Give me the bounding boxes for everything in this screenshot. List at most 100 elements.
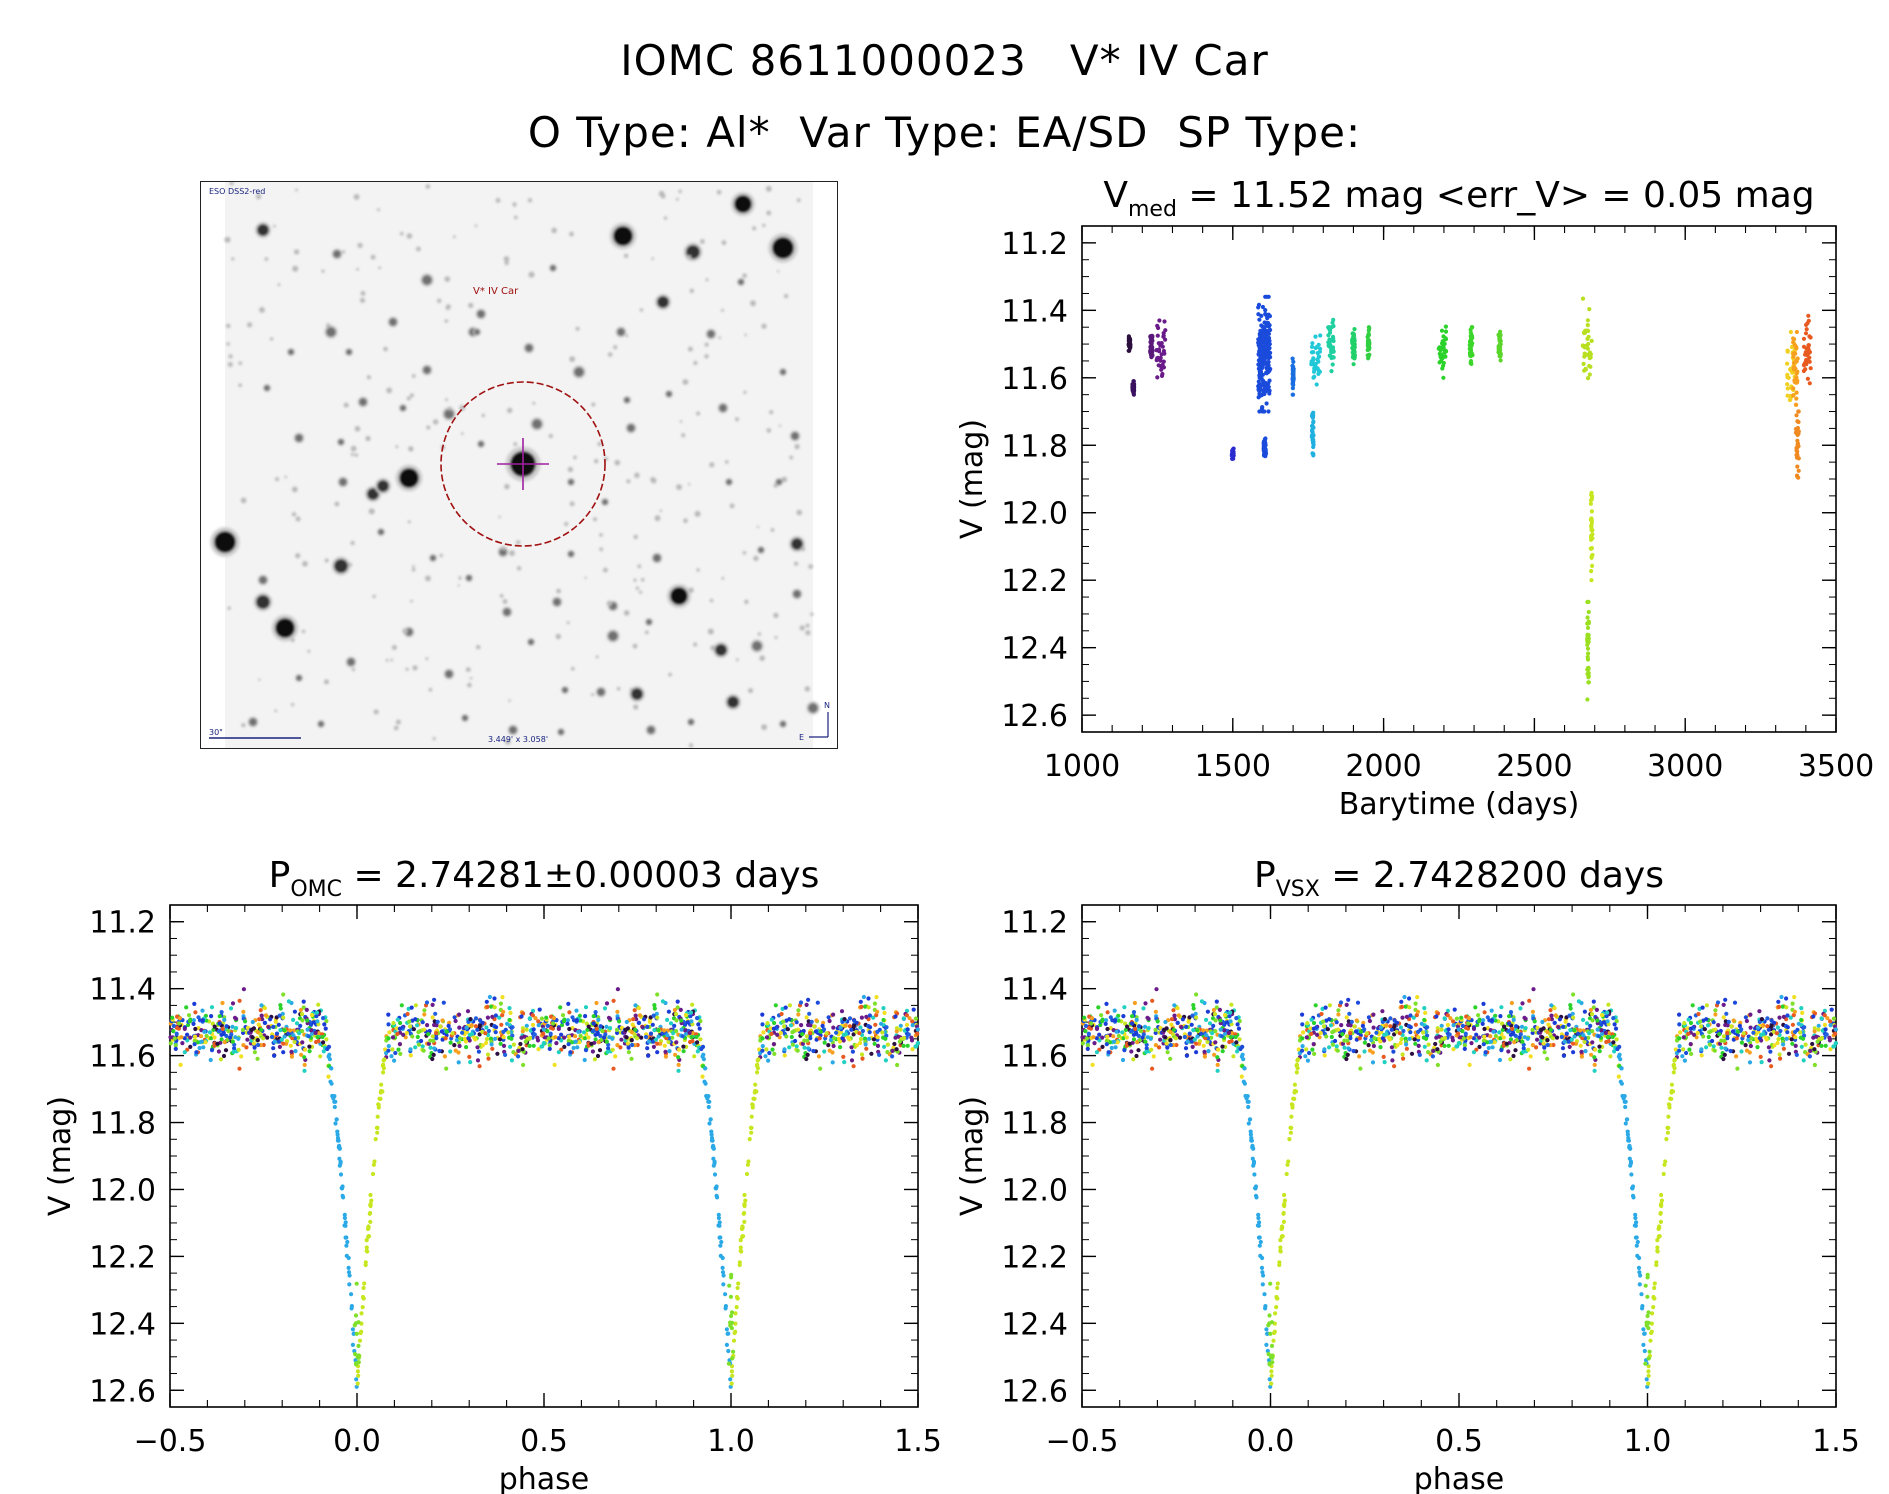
phase-point [343,1220,348,1225]
phase-point [195,1050,201,1055]
phase-point [1790,1041,1795,1046]
phase-point [1333,1018,1338,1023]
phase-point [1607,1031,1612,1036]
phase-point [1361,1020,1366,1025]
phase-point [389,1054,394,1059]
phase-point [615,987,621,992]
phase-point [1457,1035,1462,1040]
phase-point [740,1234,745,1239]
phase-point [815,1028,820,1033]
lightcurve-point [1792,337,1797,342]
phase-point [1191,1003,1196,1008]
phase-point [1723,1019,1728,1024]
phase-point [489,1042,494,1047]
phase-point [1521,1046,1526,1051]
phase-point [599,1037,604,1042]
phase-point [1606,1030,1611,1035]
phase-point [1691,1025,1696,1030]
phase-point [1474,1047,1479,1052]
phase-point [1672,1066,1677,1071]
phase-point [672,1007,678,1013]
lightcurve-point [1586,341,1591,347]
phase-point [400,1025,405,1030]
phase-point [1269,1355,1274,1360]
phase-point [1578,1043,1583,1048]
lightcurve-point [1132,388,1137,393]
phase-point [447,1020,452,1025]
phase-point [1706,1018,1711,1023]
lightcurve-point [1366,347,1372,352]
phase-point [1188,1039,1193,1044]
phase-point [692,1008,698,1013]
phase-point [303,1047,308,1052]
lightcurve-point [1149,351,1154,356]
phase-point [1506,1019,1511,1025]
phase-point [1677,1048,1682,1053]
phase-point [1684,1050,1689,1056]
phase-point [666,1039,671,1044]
phase-point [1329,1034,1334,1040]
phase-point [1489,1019,1495,1024]
lightcurve-point [1262,452,1267,457]
lightcurve-point [1148,344,1153,349]
phase-point [812,1024,817,1029]
lightcurve-point [1585,666,1590,671]
lightcurve-point [1585,637,1590,642]
phase-point [1595,1027,1600,1032]
phase-point [851,1017,857,1023]
phase-point [1280,1224,1285,1229]
phase-point [1223,1028,1228,1033]
phase-point [733,1321,738,1326]
phase-point [313,1030,318,1036]
phase-point [359,1311,364,1316]
lightcurve-point [1261,390,1266,395]
phase-point [216,1049,221,1054]
phase-point [913,1028,919,1033]
phase-point [523,1039,528,1044]
lightcurve-point [1498,358,1503,363]
phase-point [250,1035,255,1040]
phase-point [1770,1021,1775,1026]
phase-point [493,1036,498,1041]
phase-point [1633,1223,1638,1228]
lightcurve-point [1326,333,1331,338]
lightcurve-point [1468,353,1473,358]
phase-point [1242,1066,1247,1071]
lightcurve-point [1352,349,1357,354]
phase-point [1669,1088,1674,1094]
phase-point [1460,1029,1465,1034]
phase-point [1832,1024,1838,1029]
lightcurve-point [1589,555,1594,560]
phase-point [1089,1035,1094,1041]
phase-point [1757,1025,1762,1030]
phase-point [1305,1027,1310,1033]
phase-point [1376,1026,1381,1031]
phase-point [682,1028,688,1033]
lightcurve-point [1131,388,1136,394]
lightcurve-point [1258,384,1263,389]
phase-point [818,1029,824,1034]
phase-point [665,1033,670,1038]
phase-point [1633,1215,1638,1221]
phase-point [1705,1023,1711,1028]
lightcurve-point [1589,569,1594,574]
lightcurve-point [1468,352,1473,357]
lightcurve-point [1794,455,1800,460]
lightcurve-point [1795,378,1800,383]
phase-point [1435,1047,1440,1052]
phase-point [683,1013,689,1018]
phase-point [224,1026,229,1031]
phase-point [1757,1023,1762,1028]
phase-point [915,1041,921,1046]
phase-point [682,1037,688,1043]
phase-point [802,1045,807,1050]
phase-point [863,1022,868,1027]
phase-point [1812,1033,1817,1038]
lightcurve-point [1291,366,1296,372]
phase-point [1144,1049,1149,1054]
phase-point [520,1026,526,1031]
phase-point [1162,1038,1167,1043]
phase-point [424,1000,430,1005]
phase-point [1685,1026,1690,1031]
lightcurve-point [1350,350,1355,355]
